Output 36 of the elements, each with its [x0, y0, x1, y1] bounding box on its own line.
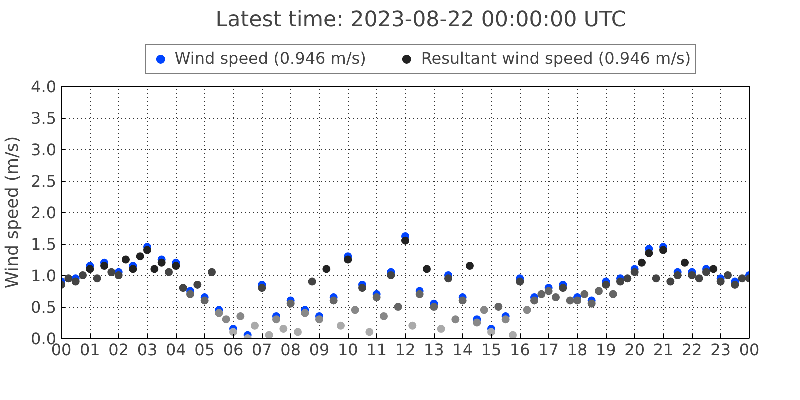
x-tick-label: 17: [538, 340, 560, 360]
y-tick-label: 2.0: [31, 204, 57, 222]
x-tick-label: 21: [653, 340, 674, 360]
legend-label: Wind speed (0.946 m/s): [174, 49, 366, 68]
y-tick-label: 0.5: [31, 298, 57, 317]
x-tick-label: 19: [596, 340, 616, 360]
x-tick-label: 16: [510, 340, 530, 360]
x-tick-label: 05: [194, 340, 216, 360]
y-tick-label: 1.0: [31, 266, 57, 286]
x-tick-label: 23: [710, 340, 732, 360]
x-tick-label: 04: [166, 340, 186, 360]
x-tick-label: 12: [395, 340, 416, 360]
x-tick-label: 01: [80, 340, 100, 360]
x-tick-label: 00: [739, 340, 760, 360]
x-tick-label: 20: [624, 340, 646, 360]
x-tick-label: 07: [252, 340, 272, 360]
x-tick-label: 02: [108, 340, 130, 360]
x-tick-label: 18: [567, 340, 588, 360]
x-tick-label: 11: [366, 340, 388, 360]
y-tick-label: 2.5: [31, 172, 57, 191]
x-tick-label: 08: [280, 340, 302, 360]
y-tick-label: 3.0: [31, 140, 57, 160]
x-tick-label: 13: [424, 340, 444, 360]
x-tick-label: 09: [309, 340, 330, 360]
y-tick-label: 3.5: [31, 109, 57, 128]
x-tick-label: 10: [338, 340, 358, 360]
x-tick-label: 03: [137, 340, 158, 360]
y-tick-label: 4.0: [31, 78, 57, 96]
y-tick-label: 1.5: [31, 235, 57, 254]
chart-title: Latest time: 2023-08-22 00:00:00 UTC: [216, 8, 626, 32]
x-tick-label: 22: [682, 340, 702, 360]
x-tick-label: 14: [452, 340, 474, 360]
x-tick-label: 15: [481, 340, 502, 360]
x-tick-label: 06: [223, 340, 244, 360]
legend-label: Resultant wind speed (0.946 m/s): [421, 49, 692, 68]
y-axis-title: Wind speed (m/s): [3, 136, 24, 289]
